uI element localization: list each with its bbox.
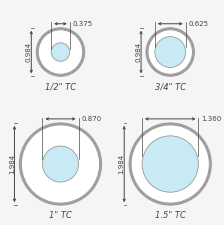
Text: 0.625: 0.625 xyxy=(188,21,208,27)
Text: 0.870: 0.870 xyxy=(81,116,101,122)
Circle shape xyxy=(21,125,100,203)
Text: 3/4" TC: 3/4" TC xyxy=(155,83,186,92)
Circle shape xyxy=(38,30,83,74)
Text: 1.984: 1.984 xyxy=(9,154,15,174)
Text: 1.360: 1.360 xyxy=(201,116,221,122)
Circle shape xyxy=(51,43,70,61)
Text: 1.5" TC: 1.5" TC xyxy=(155,212,186,220)
Circle shape xyxy=(131,125,209,203)
Text: 0.375: 0.375 xyxy=(72,21,93,27)
Text: 1" TC: 1" TC xyxy=(49,212,72,220)
Circle shape xyxy=(148,30,192,74)
Circle shape xyxy=(142,136,198,192)
Circle shape xyxy=(155,37,186,68)
Text: 0.984: 0.984 xyxy=(135,42,141,62)
Text: 0.984: 0.984 xyxy=(26,42,32,62)
Text: 1/2" TC: 1/2" TC xyxy=(45,83,76,92)
Circle shape xyxy=(43,146,78,182)
Text: 1.984: 1.984 xyxy=(118,154,125,174)
